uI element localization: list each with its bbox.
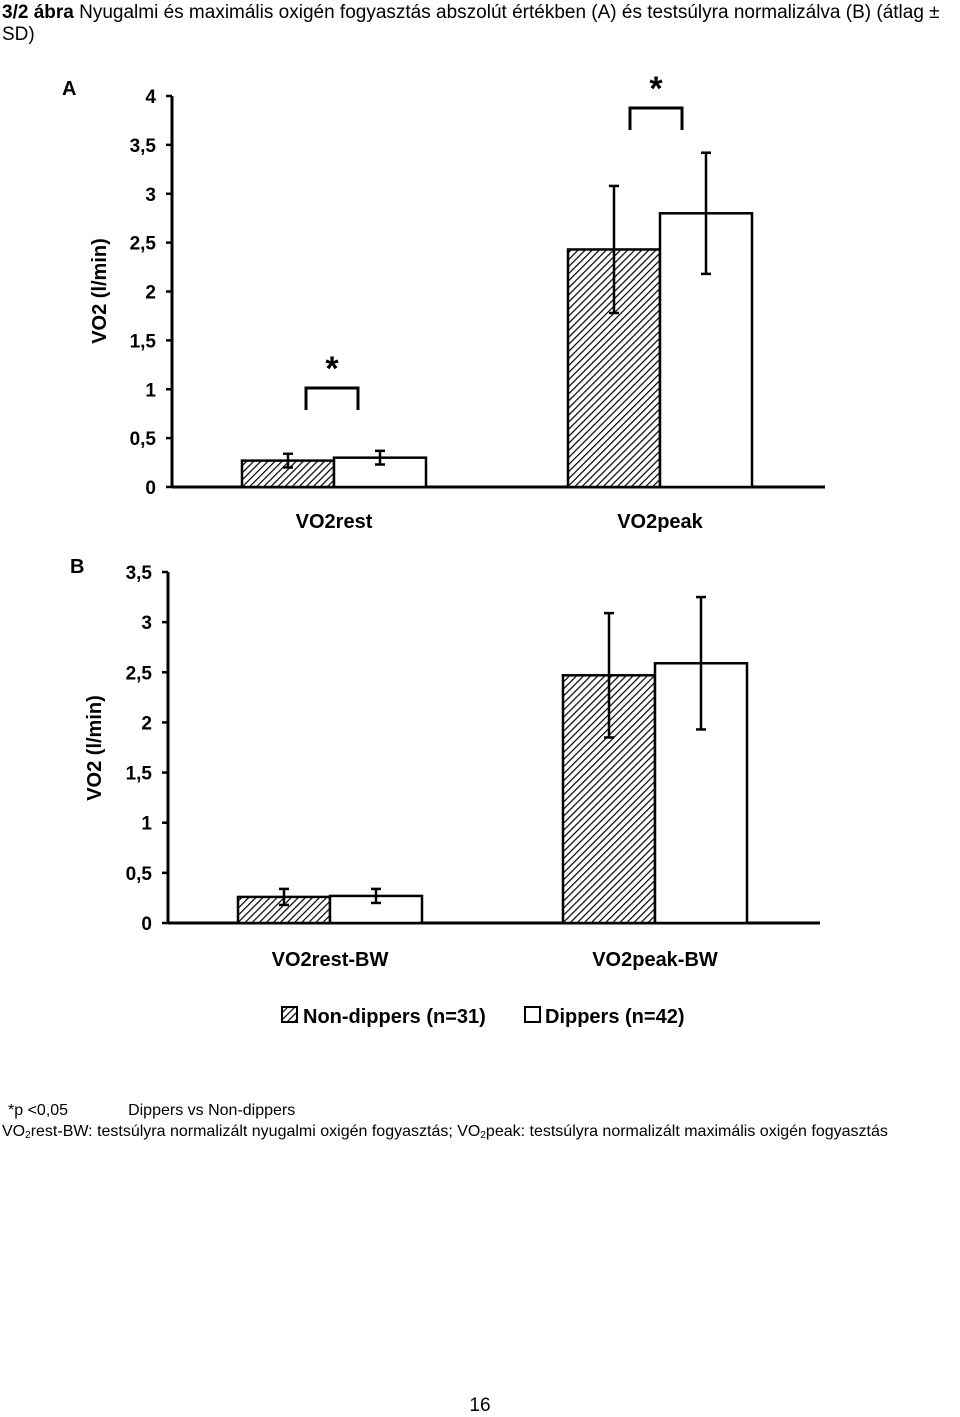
- abbr-sub-1: 2: [25, 1130, 31, 1141]
- significance-star: *: [325, 350, 339, 388]
- significance-star: *: [649, 70, 663, 108]
- abbr-vo2-1: VO: [2, 1123, 26, 1140]
- figure-number: 3/2 ábra: [2, 2, 74, 23]
- y-tick-label: 0,5: [130, 429, 157, 450]
- y-tick-label: 2: [145, 283, 156, 304]
- category-label-VO2rest: VO2rest: [296, 511, 373, 533]
- category-label-VO2peak: VO2peak: [617, 511, 703, 533]
- figure-notes: *p <0,05 Dippers vs Non-dippers VO2rest-B…: [2, 1100, 958, 1146]
- y-tick-label: 2,5: [126, 663, 153, 684]
- y-tick-label: 0: [145, 478, 156, 499]
- abbr-def-2: peak: testsúlyra normalizált maximális o…: [485, 1123, 888, 1140]
- panel-label-B: B: [70, 556, 84, 578]
- y-tick-label: 2: [141, 713, 152, 734]
- y-tick-label: 1,5: [130, 331, 157, 352]
- significance-note: *p <0,05 Dippers vs Non-dippers: [2, 1100, 958, 1121]
- y-tick-label: 3,5: [130, 136, 157, 157]
- y-tick-label: 3: [141, 613, 152, 634]
- y-axis-label: VO2 (l/min): [84, 695, 106, 801]
- significance-bracket: [628, 106, 684, 130]
- comparison-note: Dippers vs Non-dippers: [128, 1102, 296, 1119]
- legend-label-non-dippers: Non-dippers (n=31): [303, 1006, 486, 1028]
- pvalue-note: *p <0,05: [8, 1102, 69, 1119]
- legend-label-dippers: Dippers (n=42): [545, 1006, 684, 1028]
- y-tick-label: 1: [141, 814, 152, 835]
- significance-bracket: [304, 386, 360, 410]
- legend-swatch-dippers: [524, 1006, 541, 1023]
- y-tick-label: 1,5: [126, 764, 153, 785]
- y-tick-label: 2,5: [130, 234, 157, 255]
- y-tick-label: 0: [141, 914, 152, 935]
- figure-title: Nyugalmi és maximális oxigén fogyasztás …: [2, 2, 940, 45]
- y-tick-label: 4: [145, 87, 156, 108]
- y-tick-label: 3,5: [126, 563, 153, 584]
- panel-label-A: A: [62, 78, 76, 100]
- legend-swatch-non-dippers: [281, 1006, 298, 1023]
- abbreviation-note: VO2rest-BW: testsúlyra normalizált nyuga…: [2, 1121, 958, 1146]
- abbr-sub-2: 2: [480, 1130, 486, 1141]
- page-number: 16: [469, 1395, 491, 1416]
- category-label-VO2rest-BW: VO2rest-BW: [272, 949, 389, 971]
- abbr-vo2-2: VO: [457, 1123, 481, 1140]
- figure-charts: A VO2 (l/min) 0 0,5 1 1,5 2 2,5 3 3,5 4 VO2rest * VO2…: [62, 70, 825, 1028]
- y-tick-label: 0,5: [126, 864, 153, 885]
- y-axis-label: VO2 (l/min): [89, 238, 111, 344]
- abbr-def-1: rest-BW: testsúlyra normalizált nyugalmi…: [30, 1123, 458, 1140]
- figure-caption: 3/2 ábra Nyugalmi és maximális oxigén fo…: [2, 2, 958, 46]
- category-label-VO2peak-BW: VO2peak-BW: [592, 949, 718, 971]
- y-tick-label: 1: [145, 380, 156, 401]
- y-tick-label: 3: [145, 185, 156, 206]
- bar-VO2peak-dippers: [658, 212, 754, 489]
